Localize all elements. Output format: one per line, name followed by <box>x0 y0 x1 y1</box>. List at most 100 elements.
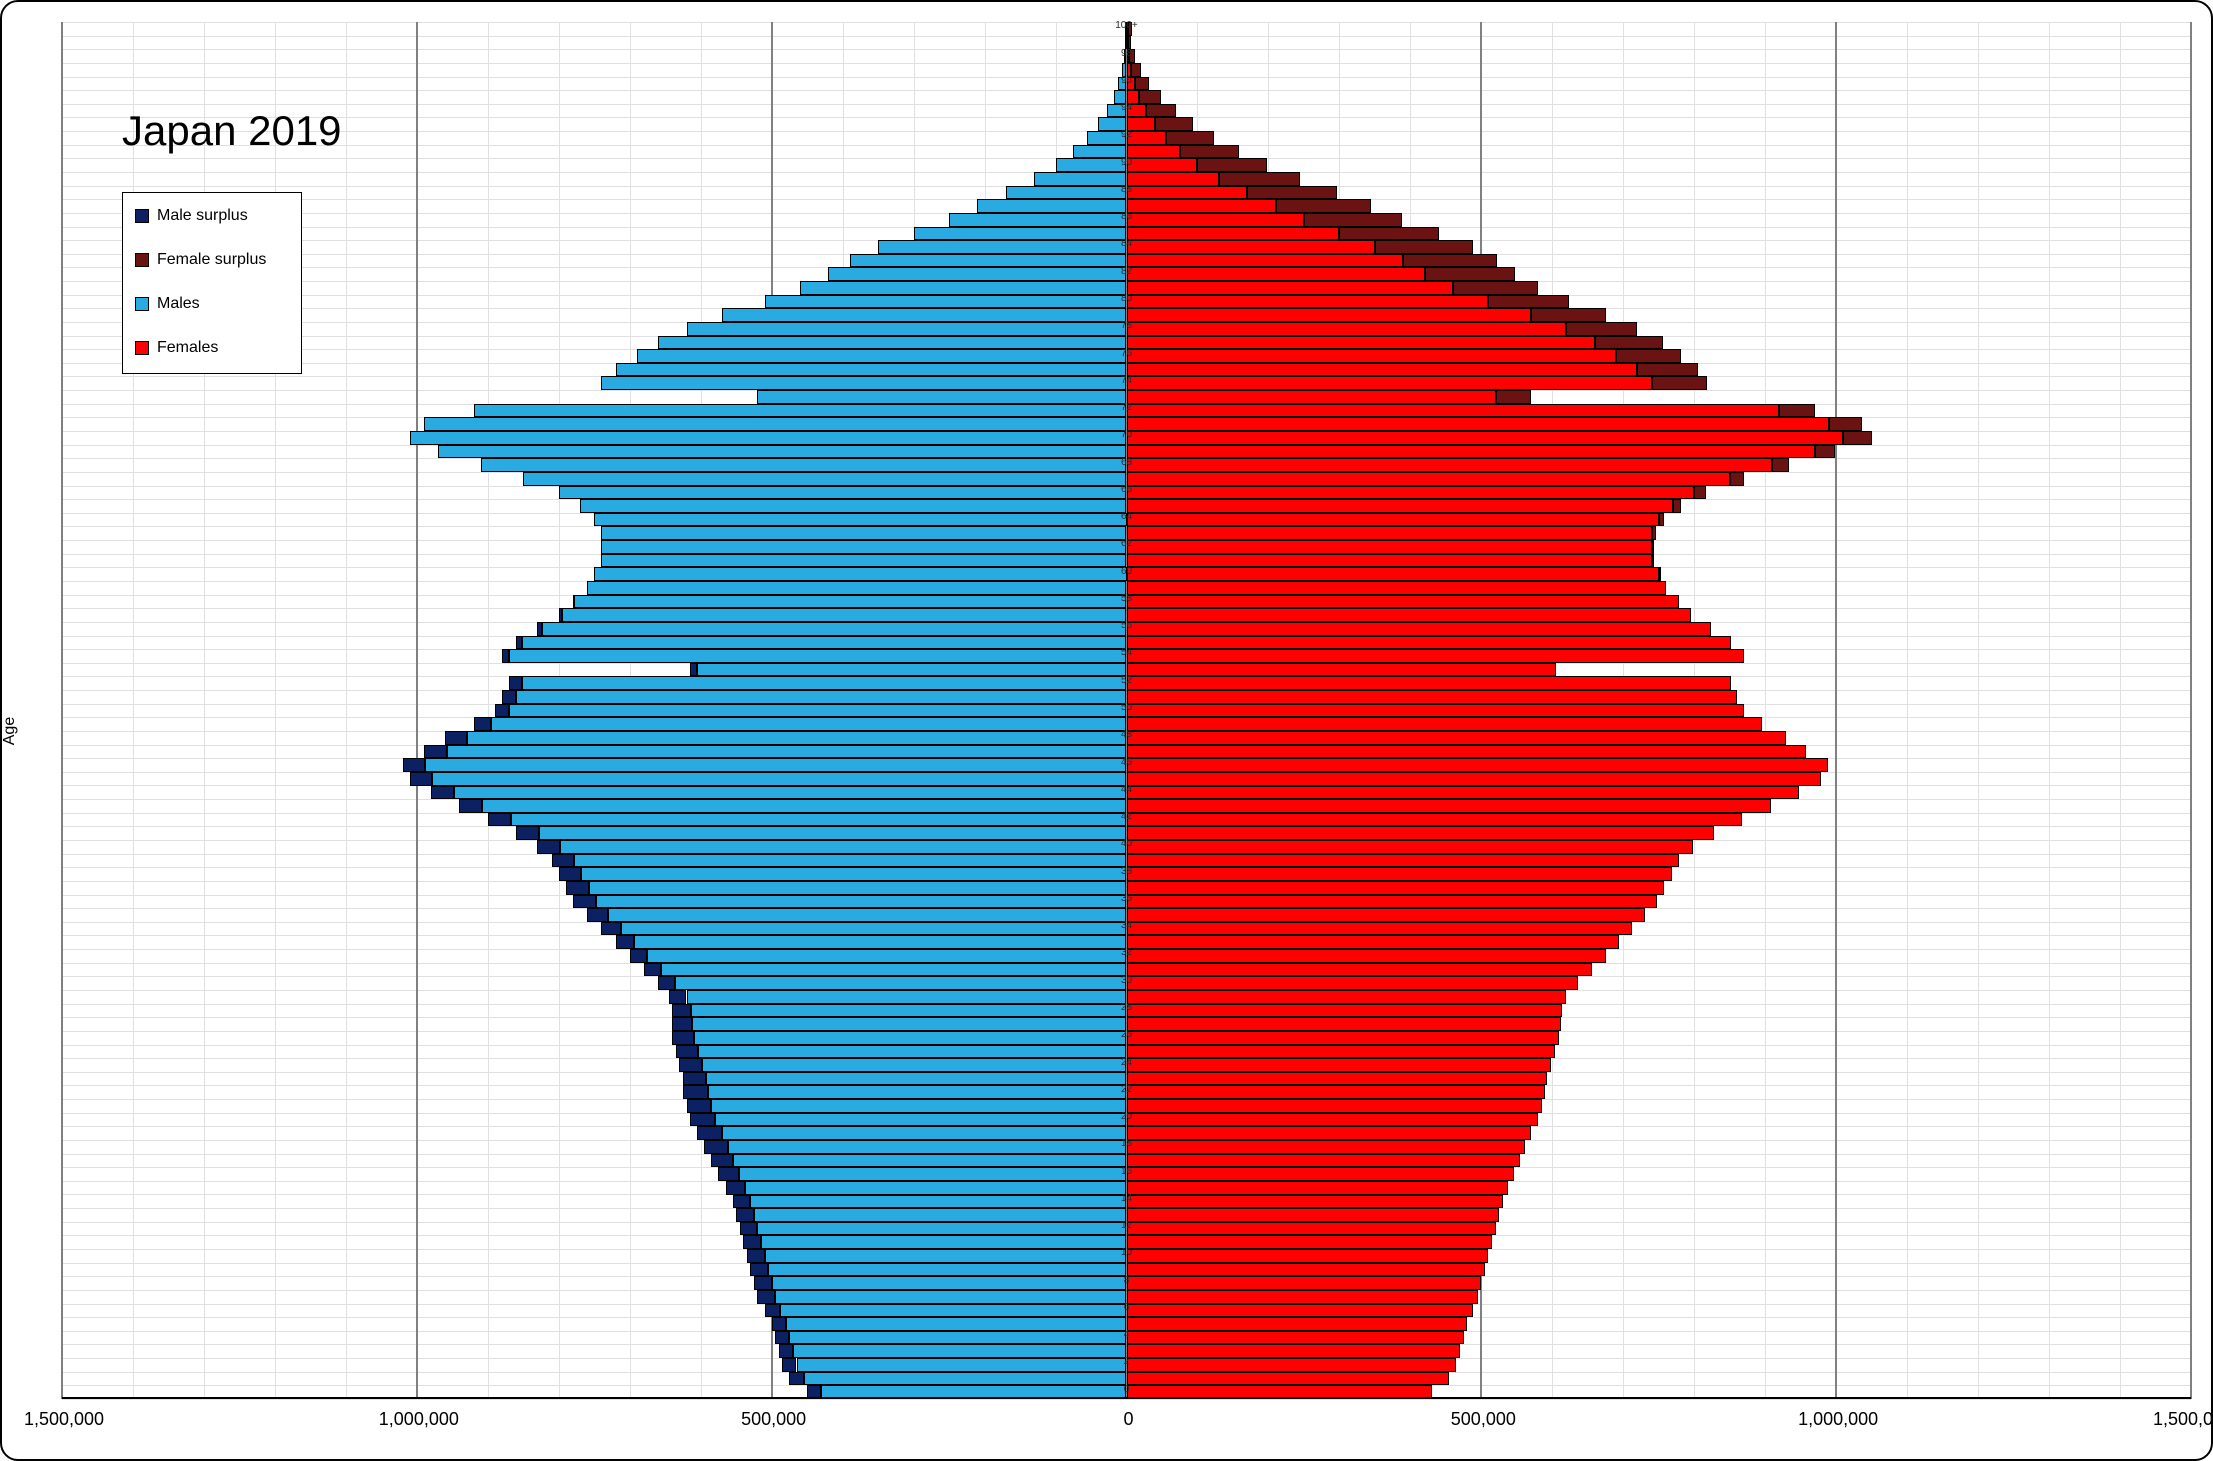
age-row <box>62 840 2191 854</box>
bar-female <box>1127 704 1744 718</box>
age-row <box>62 77 2191 91</box>
bar-male <box>750 1195 1126 1209</box>
bar-female-surplus <box>1652 376 1707 390</box>
bar-female <box>1127 1031 1560 1045</box>
bar-female <box>1127 1017 1561 1031</box>
bar-male <box>797 1358 1127 1372</box>
age-row <box>62 431 2191 445</box>
bar-female <box>1127 1045 1556 1059</box>
legend-label: Female surplus <box>157 251 266 269</box>
bar-male-surplus <box>736 1208 754 1222</box>
age-row <box>62 867 2191 881</box>
bar-female-surplus <box>1652 540 1655 554</box>
age-row <box>62 213 2191 227</box>
bar-female <box>1127 1140 1526 1154</box>
bar-female <box>1127 567 1659 581</box>
bar-female <box>1127 854 1679 868</box>
bar-male-surplus <box>559 867 582 881</box>
bar-male-surplus <box>676 1045 698 1059</box>
chart-frame: Age 024681012141618202224262830323436384… <box>0 0 2213 1461</box>
age-row <box>62 1290 2191 1304</box>
grid-h <box>62 1399 2191 1400</box>
bar-male <box>601 376 1126 390</box>
bar-male-surplus <box>431 786 454 800</box>
bar-male <box>914 227 1127 241</box>
bar-female <box>1127 867 1672 881</box>
bar-male-surplus <box>697 1126 722 1140</box>
age-row <box>62 1304 2191 1318</box>
legend: Male surplus Female surplus Males Female… <box>122 192 302 374</box>
bar-female <box>1127 1222 1496 1236</box>
bar-male-surplus <box>690 1113 715 1127</box>
age-row <box>62 1085 2191 1099</box>
bar-female <box>1127 404 1780 418</box>
bar-female <box>1127 213 1304 227</box>
bar-male-surplus <box>750 1263 768 1277</box>
bar-female <box>1127 840 1693 854</box>
bar-male <box>757 390 1126 404</box>
bar-female <box>1127 390 1496 404</box>
age-row <box>62 881 2191 895</box>
bar-male-surplus <box>775 1331 789 1345</box>
age-row <box>62 295 2191 309</box>
bar-male <box>1087 131 1126 145</box>
bar-male <box>775 1290 1127 1304</box>
bar-female <box>1127 267 1425 281</box>
bar-female <box>1127 158 1198 172</box>
bar-female-surplus <box>1375 240 1473 254</box>
bar-male-surplus <box>772 1317 786 1331</box>
bar-female <box>1127 581 1666 595</box>
bar-male-surplus <box>566 881 589 895</box>
age-row <box>62 1276 2191 1290</box>
bar-female <box>1127 786 1800 800</box>
age-row <box>62 1208 2191 1222</box>
bar-female <box>1127 963 1593 977</box>
bar-female <box>1127 540 1652 554</box>
age-row <box>62 813 2191 827</box>
age-row <box>62 908 2191 922</box>
bar-female <box>1127 145 1180 159</box>
y-axis-label: Age <box>1 716 19 744</box>
bar-male-surplus <box>687 1099 712 1113</box>
bar-male <box>708 1085 1127 1099</box>
bar-female <box>1127 636 1732 650</box>
bar-male-surplus <box>669 990 687 1004</box>
bar-male <box>765 295 1127 309</box>
age-row <box>62 158 2191 172</box>
age-row <box>62 717 2191 731</box>
age-row <box>62 567 2191 581</box>
age-row <box>62 172 2191 186</box>
bar-male <box>1056 158 1127 172</box>
age-row <box>62 1317 2191 1331</box>
bar-male <box>733 1154 1126 1168</box>
bar-female-surplus <box>1247 186 1336 200</box>
bar-female-surplus <box>1155 117 1193 131</box>
bar-male <box>765 1249 1127 1263</box>
bar-male-surplus <box>733 1195 751 1209</box>
bar-male <box>949 213 1126 227</box>
x-tick-label: 500,000 <box>1451 1409 1516 1430</box>
bar-female <box>1127 1181 1509 1195</box>
bar-male-surplus <box>718 1167 739 1181</box>
bar-male-surplus <box>509 676 522 690</box>
bar-male <box>587 581 1126 595</box>
x-tick-label: 1,500,000 <box>24 1409 104 1430</box>
bar-male <box>828 267 1126 281</box>
age-row <box>62 22 2191 36</box>
bar-female-surplus <box>1673 499 1682 513</box>
bar-female-surplus <box>1276 199 1371 213</box>
bar-female <box>1127 799 1771 813</box>
bar-female <box>1127 935 1620 949</box>
x-tick-label: 0 <box>1123 1409 1133 1430</box>
bar-female-surplus <box>1815 445 1835 459</box>
x-tick-label: 1,500,000 <box>2153 1409 2213 1430</box>
bar-male <box>509 649 1126 663</box>
bar-female <box>1127 486 1695 500</box>
bar-female-surplus <box>1166 131 1215 145</box>
age-row <box>62 363 2191 377</box>
bar-female <box>1127 745 1807 759</box>
bar-female <box>1127 1085 1546 1099</box>
bar-male <box>706 1072 1126 1086</box>
bar-male <box>581 867 1126 881</box>
bar-male-surplus <box>765 1304 781 1318</box>
